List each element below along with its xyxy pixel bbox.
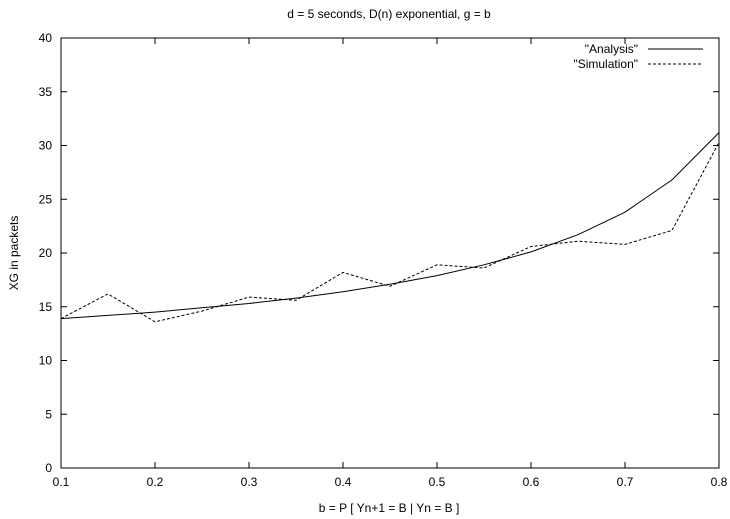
axis-ticks: 0.1 0.2 0.3 0.4 0.5 0.6 0.7 0.8 0 5 10 15 20 25 30 35 40 (39, 31, 728, 489)
series-line-simulation (60, 142, 720, 323)
series-line-analysis (60, 132, 720, 320)
y-tick-label: 10 (39, 354, 53, 368)
series-group (60, 132, 720, 323)
x-tick-label: 0.6 (523, 475, 540, 489)
x-tick-label: 0.2 (147, 475, 164, 489)
x-axis-label: b = P [ Yn+1 = B | Yn = B ] (319, 501, 460, 515)
chart-title: d = 5 seconds, D(n) exponential, g = b (287, 7, 491, 21)
x-tick-label: 0.3 (241, 475, 258, 489)
y-tick-label: 30 (39, 139, 53, 153)
x-tick-label: 0.1 (53, 475, 70, 489)
y-tick-label: 0 (45, 461, 52, 475)
y-axis-label: XG in packets (7, 216, 21, 291)
y-tick-label: 15 (39, 300, 53, 314)
y-tick-label: 35 (39, 85, 53, 99)
y-tick-label: 25 (39, 192, 53, 206)
legend-label-simulation: "Simulation" (573, 57, 638, 71)
y-tick-label: 20 (39, 246, 53, 260)
plot-frame (60, 37, 720, 469)
x-tick-label: 0.8 (711, 475, 728, 489)
x-tick-label: 0.7 (617, 475, 634, 489)
legend-label-analysis: "Analysis" (585, 42, 638, 56)
x-tick-label: 0.4 (335, 475, 352, 489)
legend: "Analysis" "Simulation" (573, 42, 703, 71)
x-tick-label: 0.5 (429, 475, 446, 489)
y-tick-label: 5 (45, 407, 52, 421)
y-tick-label: 40 (39, 31, 53, 45)
